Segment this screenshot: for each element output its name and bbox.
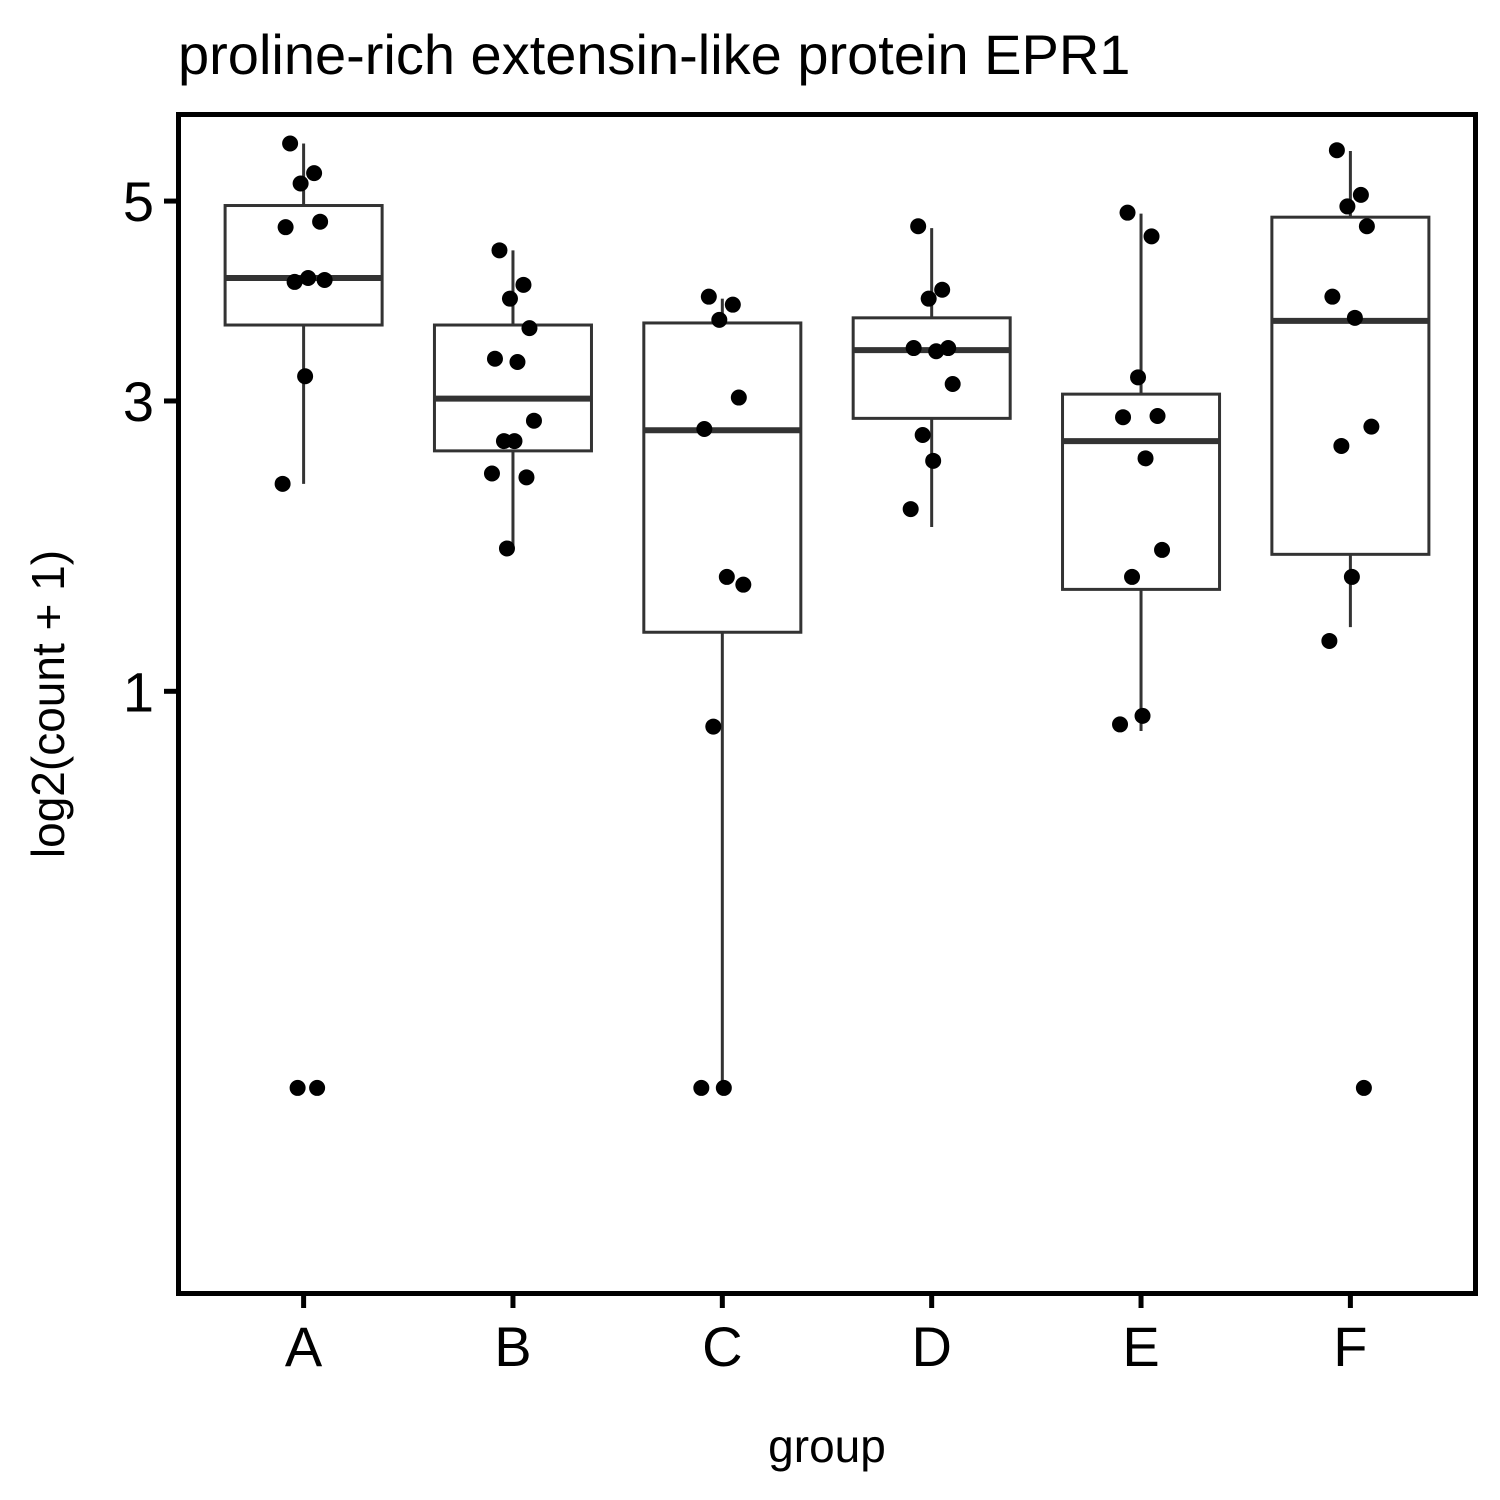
data-point-E-4 xyxy=(1149,408,1166,425)
box-group-E xyxy=(1061,213,1222,731)
data-point-E-8 xyxy=(1124,568,1141,585)
data-point-C-4 xyxy=(730,389,747,406)
data-point-F-8 xyxy=(1333,437,1350,454)
points-E xyxy=(1112,204,1171,733)
data-point-B-3 xyxy=(501,290,518,307)
data-point-B-9 xyxy=(506,433,523,450)
box-group-B xyxy=(432,250,593,549)
data-point-E-3 xyxy=(1130,369,1147,386)
data-point-C-8 xyxy=(705,718,722,735)
data-point-B-4 xyxy=(521,320,538,337)
data-point-F-3 xyxy=(1339,198,1356,215)
data-point-E-5 xyxy=(1115,409,1132,426)
data-point-C-1 xyxy=(700,288,717,305)
y-tick-label-5: 5 xyxy=(123,170,154,233)
data-point-D-8 xyxy=(914,427,931,444)
x-tick-label-D: D xyxy=(911,1315,951,1378)
data-point-F-2 xyxy=(1352,186,1369,203)
data-point-E-2 xyxy=(1143,228,1160,245)
data-point-D-1 xyxy=(910,218,927,235)
y-tick-label-1: 1 xyxy=(123,660,154,723)
points-A xyxy=(274,135,333,1096)
data-point-F-11 xyxy=(1355,1079,1372,1096)
data-point-C-2 xyxy=(724,296,741,313)
box-B xyxy=(432,323,593,453)
data-point-F-5 xyxy=(1324,288,1341,305)
y-axis-title: log2(count + 1) xyxy=(22,550,74,858)
points-F xyxy=(1321,142,1380,1096)
box-group-C xyxy=(642,298,803,1088)
data-point-F-7 xyxy=(1363,418,1380,435)
data-point-D-5 xyxy=(905,340,922,357)
data-point-C-9 xyxy=(715,1079,732,1096)
points-B xyxy=(483,242,542,557)
x-tick-label-E: E xyxy=(1122,1315,1159,1378)
data-point-F-1 xyxy=(1328,142,1345,159)
box-E xyxy=(1061,392,1222,591)
data-point-D-2 xyxy=(934,281,951,298)
x-tick-label-B: B xyxy=(494,1315,531,1378)
data-point-D-6 xyxy=(928,343,945,360)
data-point-F-4 xyxy=(1358,218,1375,235)
box-A xyxy=(223,204,384,327)
data-point-A-7 xyxy=(316,271,333,288)
box-F xyxy=(1270,215,1431,556)
data-point-D-9 xyxy=(925,452,942,469)
box-C xyxy=(642,321,803,634)
data-point-A-3 xyxy=(292,175,309,192)
data-point-D-3 xyxy=(920,290,937,307)
data-point-A-4 xyxy=(312,213,329,230)
data-point-C-6 xyxy=(718,568,735,585)
data-point-F-10 xyxy=(1321,632,1338,649)
data-point-A-11 xyxy=(309,1079,326,1096)
data-point-B-7 xyxy=(525,412,542,429)
data-point-E-7 xyxy=(1154,541,1171,558)
data-point-A-12 xyxy=(289,1079,306,1096)
points-D xyxy=(902,218,961,518)
data-point-C-7 xyxy=(735,576,752,593)
data-point-F-6 xyxy=(1346,309,1363,326)
points-C xyxy=(693,288,752,1096)
panel-border xyxy=(176,112,1478,1296)
data-point-B-5 xyxy=(486,350,503,367)
data-point-D-7 xyxy=(944,376,961,393)
y-axis: 1 3 5 xyxy=(123,170,178,723)
data-point-E-9 xyxy=(1134,707,1151,724)
plot-area xyxy=(223,135,1431,1096)
data-point-C-3 xyxy=(711,311,728,328)
x-tick-label-A: A xyxy=(285,1315,323,1378)
data-point-C-5 xyxy=(696,421,713,438)
data-point-A-6 xyxy=(300,270,317,287)
box-group-D xyxy=(851,228,1012,528)
data-point-C-10 xyxy=(693,1079,710,1096)
data-point-A-8 xyxy=(286,273,303,290)
x-tick-label-F: F xyxy=(1333,1315,1367,1378)
y-tick-label-3: 3 xyxy=(123,370,154,433)
data-point-B-6 xyxy=(509,354,526,371)
data-point-B-10 xyxy=(483,465,500,482)
data-point-B-12 xyxy=(498,540,515,557)
box-group-A xyxy=(223,143,384,484)
x-axis: A B C D E F xyxy=(285,1294,1367,1378)
data-point-A-1 xyxy=(282,135,299,152)
data-point-D-4 xyxy=(940,340,957,357)
data-point-A-2 xyxy=(306,165,323,182)
data-point-B-11 xyxy=(518,469,535,486)
data-point-B-1 xyxy=(491,242,508,259)
data-point-E-10 xyxy=(1112,716,1129,733)
data-point-A-10 xyxy=(274,475,291,492)
chart-title: proline-rich extensin-like protein EPR1 xyxy=(178,23,1130,86)
data-point-A-5 xyxy=(277,219,294,236)
data-point-E-1 xyxy=(1119,204,1136,221)
data-point-A-9 xyxy=(297,368,314,385)
box-D xyxy=(851,316,1012,420)
data-point-D-10 xyxy=(902,501,919,518)
data-point-B-2 xyxy=(515,276,532,293)
x-tick-label-C: C xyxy=(702,1315,742,1378)
box-group-F xyxy=(1270,151,1431,628)
data-point-E-6 xyxy=(1137,450,1154,467)
x-axis-title: group xyxy=(768,1420,886,1472)
data-point-F-9 xyxy=(1343,568,1360,585)
